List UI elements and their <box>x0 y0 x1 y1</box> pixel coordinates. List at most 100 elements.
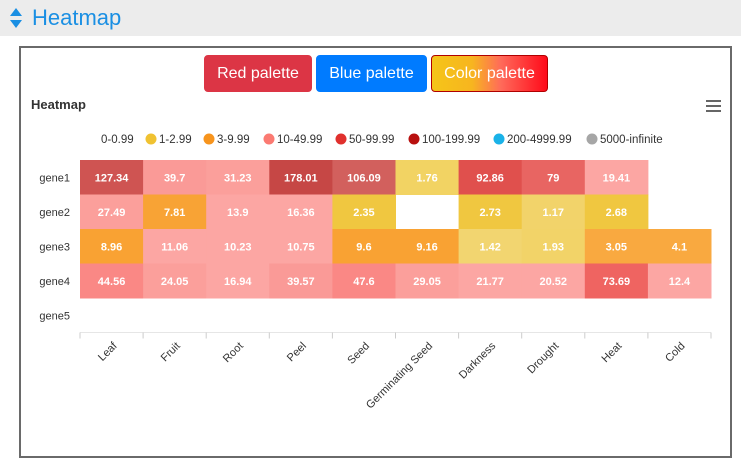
heatmap-cell[interactable] <box>269 160 333 195</box>
heatmap-cell[interactable] <box>206 263 270 299</box>
color-palette-button[interactable]: Color palette <box>431 55 548 92</box>
heatmap-cell[interactable] <box>458 160 523 195</box>
cell-value-label: 13.9 <box>227 207 248 219</box>
x-axis-label: Peel <box>285 340 309 364</box>
red-palette-button[interactable]: Red palette <box>204 55 312 92</box>
legend-marker[interactable] <box>493 133 505 145</box>
heatmap-cell[interactable] <box>332 194 396 230</box>
x-axis-label: Leaf <box>96 339 120 363</box>
heatmap-cell[interactable] <box>395 229 460 264</box>
legend-item[interactable]: 1-2.99 <box>159 134 192 146</box>
cell-value-label: 79 <box>547 172 559 184</box>
heatmap-cell[interactable] <box>584 194 649 230</box>
heatmap-cell[interactable] <box>206 160 270 195</box>
heatmap-cell[interactable] <box>458 263 523 299</box>
heatmap-cell[interactable] <box>647 263 712 299</box>
heatmap-cell[interactable] <box>521 160 586 195</box>
heatmap-cell[interactable] <box>332 229 396 264</box>
x-axis-label: Darkness <box>457 340 499 382</box>
legend-item[interactable]: 10-49.99 <box>277 134 322 146</box>
chart-title: Heatmap <box>31 97 86 112</box>
legend-item[interactable]: 5000-infinite <box>600 134 663 146</box>
y-axis-label: gene2 <box>39 207 70 219</box>
y-axis-label: gene3 <box>39 241 70 253</box>
cell-value-label: 1.93 <box>543 241 564 253</box>
heatmap-cell[interactable] <box>143 194 207 230</box>
cell-value-label: 9.16 <box>416 241 437 253</box>
legend-marker[interactable] <box>145 133 157 145</box>
x-axis-label: Root <box>221 340 246 365</box>
x-axis-label: Heat <box>600 340 625 365</box>
cell-value-label: 1.17 <box>543 207 564 219</box>
legend-item[interactable]: 100-199.99 <box>422 134 480 146</box>
heatmap-cell[interactable] <box>80 160 144 195</box>
heatmap-cell[interactable] <box>395 160 460 195</box>
sort-toggle-icon[interactable] <box>9 7 23 29</box>
heatmap-cell[interactable] <box>80 194 144 230</box>
section-header[interactable]: Heatmap <box>0 0 741 36</box>
cell-value-label: 2.68 <box>606 207 627 219</box>
cell-value-label: 4.1 <box>672 241 687 253</box>
legend-marker[interactable] <box>203 133 215 145</box>
blue-palette-button[interactable]: Blue palette <box>316 55 427 92</box>
x-axis-label: Fruit <box>159 340 183 364</box>
legend-item[interactable]: 3-9.99 <box>217 134 250 146</box>
legend-item[interactable]: 200-4999.99 <box>507 134 572 146</box>
legend-item[interactable]: 50-99.99 <box>349 134 394 146</box>
x-axis-label: Seed <box>345 340 372 367</box>
heatmap-cell[interactable] <box>143 229 207 264</box>
cell-value-label: 16.36 <box>287 207 315 219</box>
hamburger-menu-icon[interactable] <box>706 100 721 112</box>
legend-marker[interactable] <box>335 133 347 145</box>
cell-value-label: 9.6 <box>356 241 371 253</box>
heatmap-cell[interactable] <box>269 194 333 230</box>
heatmap-cell[interactable] <box>584 160 649 195</box>
cell-value-label: 2.73 <box>479 207 500 219</box>
heatmap-cell[interactable] <box>332 160 396 195</box>
x-axis-label: Germinating Seed <box>364 340 435 411</box>
heatmap-cell[interactable] <box>332 263 396 299</box>
cell-value-label: 16.94 <box>224 276 252 288</box>
cell-value-label: 29.05 <box>413 276 441 288</box>
heatmap-cell[interactable] <box>143 160 207 195</box>
cell-value-label: 106.09 <box>347 172 381 184</box>
cell-value-label: 24.05 <box>161 276 189 288</box>
cell-value-label: 7.81 <box>164 207 185 219</box>
heatmap-cell[interactable] <box>521 263 586 299</box>
heatmap-cell[interactable] <box>80 229 144 264</box>
heatmap-cell[interactable] <box>521 194 586 230</box>
heatmap-cell[interactable] <box>458 229 523 264</box>
heatmap-cell[interactable] <box>458 194 523 230</box>
heatmap-cell[interactable] <box>269 263 333 299</box>
heatmap-cell[interactable] <box>143 263 207 299</box>
heatmap-cell[interactable] <box>395 263 460 299</box>
cell-value-label: 20.52 <box>539 276 567 288</box>
cell-value-label: 2.35 <box>353 207 374 219</box>
legend-marker[interactable] <box>408 133 420 145</box>
cell-value-label: 31.23 <box>224 172 252 184</box>
x-axis-label: Drought <box>525 340 561 376</box>
y-axis-label: gene1 <box>39 172 70 184</box>
legend-marker[interactable] <box>586 133 598 145</box>
cell-value-label: 8.96 <box>101 241 122 253</box>
legend-item[interactable]: 0-0.99 <box>101 134 134 146</box>
heatmap-cell[interactable] <box>584 263 649 299</box>
cell-value-label: 27.49 <box>98 207 126 219</box>
heatmap-cell[interactable] <box>80 263 144 299</box>
cell-value-label: 92.86 <box>476 172 504 184</box>
x-axis-label: Cold <box>663 340 687 364</box>
cell-value-label: 44.56 <box>98 276 126 288</box>
heatmap-cell[interactable] <box>521 229 586 264</box>
cell-value-label: 1.76 <box>416 172 437 184</box>
legend-marker[interactable] <box>263 133 275 145</box>
heatmap-cell[interactable] <box>206 229 270 264</box>
heatmap-cell[interactable] <box>647 229 712 264</box>
heatmap-cell[interactable] <box>206 194 270 230</box>
cell-value-label: 12.4 <box>669 276 691 288</box>
cell-value-label: 39.7 <box>164 172 185 184</box>
heatmap-cell[interactable] <box>584 229 649 264</box>
section-title[interactable]: Heatmap <box>32 5 122 30</box>
heatmap-cell[interactable] <box>269 229 333 264</box>
cell-value-label: 1.42 <box>479 241 500 253</box>
